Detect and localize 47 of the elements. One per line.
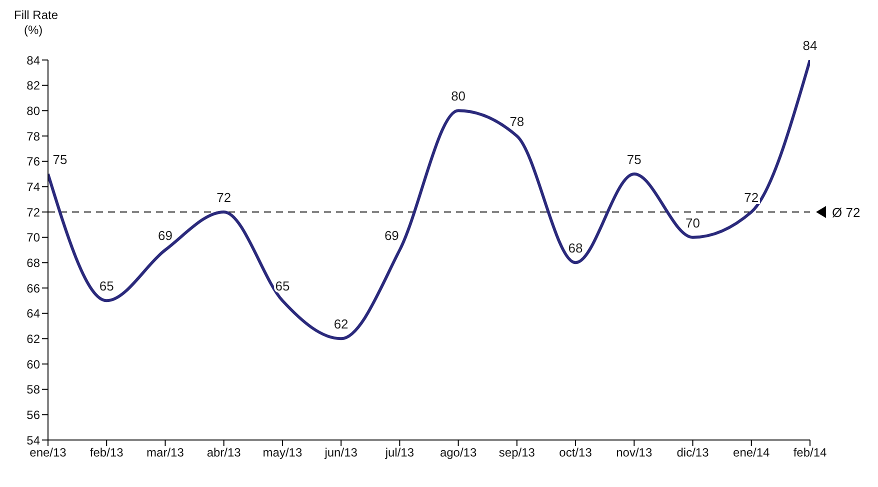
x-tick-label: may/13	[262, 446, 302, 460]
y-tick-label: 74	[26, 180, 40, 194]
data-label: 84	[802, 38, 818, 53]
x-tick-label: feb/13	[90, 446, 124, 460]
y-axis-title: Fill Rate (%)	[14, 8, 58, 38]
y-tick-label: 56	[26, 408, 40, 422]
x-tick-label: feb/14	[793, 446, 827, 460]
y-tick-label: 82	[26, 78, 40, 93]
y-tick-label: 80	[26, 104, 40, 118]
x-tick-label: ene/14	[733, 446, 770, 460]
data-label: 75	[626, 152, 642, 167]
x-tick-label: ene/13	[30, 446, 67, 460]
y-tick-label: 76	[26, 154, 40, 169]
x-tick-label: jul/13	[384, 446, 414, 460]
x-tick-label: oct/13	[559, 446, 592, 460]
y-tick-label: 62	[26, 332, 40, 346]
line-series	[48, 60, 810, 340]
x-tick-label: jun/13	[324, 446, 358, 460]
data-label: 75	[52, 152, 68, 167]
data-label: 69	[384, 228, 399, 243]
x-tick-label: abr/13	[206, 446, 242, 460]
data-label: 80	[451, 88, 466, 104]
data-label: 72	[744, 190, 759, 205]
data-label: 72	[216, 190, 232, 205]
y-tick-label: 68	[26, 256, 40, 270]
data-label: 68	[568, 240, 583, 256]
x-tick-label: dic/13	[676, 446, 710, 460]
y-tick-label: 72	[26, 205, 40, 220]
data-label: 62	[334, 316, 348, 332]
data-label: 78	[510, 114, 524, 129]
y-tick-label: 54	[26, 433, 40, 448]
x-tick-label: ago/13	[440, 446, 477, 460]
y-tick-label: 78	[26, 129, 40, 144]
y-tick-label: 60	[26, 357, 40, 372]
x-tick-label: nov/13	[616, 446, 652, 460]
y-tick-label: 70	[26, 230, 40, 245]
ref-line-label: Ø 72	[832, 205, 860, 220]
y-tick-label: 84	[26, 53, 40, 68]
data-label: 65	[99, 278, 114, 294]
y-tick-label: 66	[26, 281, 40, 296]
data-label: 69	[158, 228, 172, 243]
y-tick-label: 64	[26, 306, 40, 321]
y-tick-label: 58	[26, 382, 40, 397]
x-tick-label: sep/13	[498, 446, 536, 460]
x-tick-label: mar/13	[146, 446, 184, 460]
data-label: 70	[686, 215, 700, 230]
data-label: 65	[275, 278, 290, 294]
